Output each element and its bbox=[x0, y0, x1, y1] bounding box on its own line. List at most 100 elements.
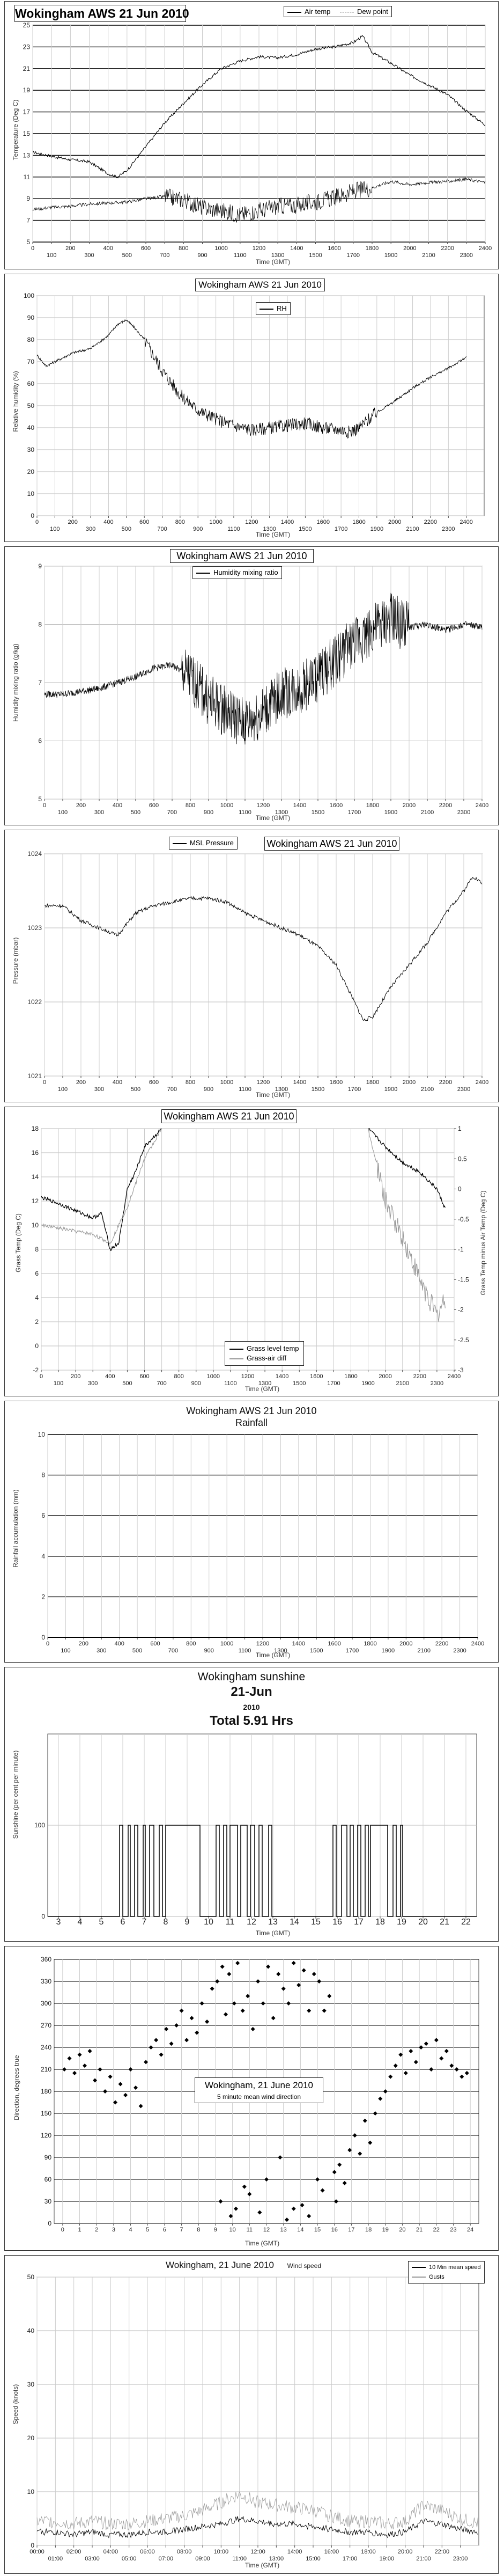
x-tick-label: 1200 bbox=[253, 245, 265, 252]
y-axis-label: Grass Temp (Deg C) bbox=[14, 1213, 22, 1272]
humidity-panel: 0 10 20 30 40 50 60 70 80 90 100 0 100 200 300 400 500 60… bbox=[4, 274, 499, 542]
y2-tick-label: -2 bbox=[458, 1306, 464, 1314]
sunshine-chart: 0 100 3 4 5 6 7 8 9 10 11 12 13 14 15 16 17 18 19 20 21 22 bbox=[34, 1733, 477, 1927]
x-tick-label: 0 bbox=[46, 1641, 49, 1647]
x-tick-label: 700 bbox=[167, 1086, 177, 1093]
y-tick-label: 50 bbox=[27, 402, 35, 409]
x-tick-label: 10 bbox=[229, 2227, 236, 2233]
data-point bbox=[159, 2052, 164, 2057]
x-tick-label: 5 bbox=[146, 2227, 149, 2233]
y-tick-label: 7 bbox=[38, 679, 42, 686]
x-tick-label: 14 bbox=[297, 2227, 303, 2233]
x-tick-label: 0 bbox=[43, 1079, 46, 1086]
y2-tick-label: 0.5 bbox=[458, 1155, 467, 1162]
x-tick-label: 0 bbox=[61, 2227, 64, 2233]
data-point bbox=[286, 2001, 291, 2006]
y-tick-label: 21 bbox=[23, 65, 31, 72]
x-tick-label: 1800 bbox=[366, 1079, 379, 1086]
data-point bbox=[362, 2118, 367, 2123]
x-axis-label: Time (GMT) bbox=[244, 2240, 280, 2247]
x-axis-label: Time (GMT) bbox=[244, 2562, 280, 2569]
x-tick-label: 900 bbox=[191, 1380, 201, 1387]
data-point bbox=[138, 2104, 143, 2109]
y-tick-label: 300 bbox=[41, 2000, 51, 2007]
data-point bbox=[247, 2192, 252, 2197]
y2-tick-label: -1 bbox=[458, 1246, 464, 1253]
x-tick-label: 600 bbox=[139, 1373, 149, 1380]
x-tick-label: 12 bbox=[247, 1918, 256, 1927]
x-tick-label: 8 bbox=[164, 1918, 168, 1927]
data-point bbox=[77, 2052, 82, 2057]
x-tick-label: 14:00 bbox=[287, 2549, 302, 2555]
x-tick-label: 1400 bbox=[276, 1373, 288, 1380]
x-tick-label: 05:00 bbox=[122, 2556, 137, 2562]
x-tick-label: 800 bbox=[175, 519, 185, 525]
legend: RH bbox=[256, 302, 291, 315]
x-tick-label: 500 bbox=[122, 526, 131, 532]
series-line-grass-temp bbox=[368, 1128, 446, 1208]
data-point bbox=[205, 2019, 210, 2024]
x-tick-label: 2200 bbox=[435, 1641, 448, 1647]
y-tick-label: 1021 bbox=[27, 1072, 42, 1080]
x-tick-label: 2400 bbox=[448, 1373, 461, 1380]
chart-total: Total 5.91 Hrs bbox=[210, 1714, 293, 1728]
x-tick-label: 1000 bbox=[220, 802, 233, 809]
x-tick-label: 20 bbox=[399, 2227, 405, 2233]
x-tick-label: 1800 bbox=[352, 519, 365, 525]
chart-subtitle: 5 minute mean wind direction bbox=[217, 2093, 301, 2101]
x-tick-label: 09:00 bbox=[195, 2556, 210, 2562]
x-tick-label: 100 bbox=[50, 526, 60, 532]
y-tick-label: 1022 bbox=[27, 998, 42, 1006]
x-tick-label: 900 bbox=[204, 809, 213, 816]
data-point bbox=[87, 2048, 92, 2053]
data-point bbox=[233, 2206, 238, 2211]
data-point bbox=[257, 2210, 262, 2215]
x-tick-label: 1000 bbox=[209, 519, 222, 525]
x-tick-label: 01:00 bbox=[48, 2556, 63, 2562]
data-point bbox=[223, 2012, 228, 2017]
x-tick-label: 13 bbox=[268, 1918, 278, 1927]
legend-rh: RH bbox=[260, 304, 287, 313]
legend-dew-point: Dew point bbox=[340, 8, 388, 16]
x-tick-label: 300 bbox=[84, 252, 94, 259]
y-tick-label: 25 bbox=[23, 21, 31, 29]
x-tick-label: 800 bbox=[174, 1373, 183, 1380]
data-point bbox=[210, 1986, 214, 1991]
legend: Grass level temp Grass-air diff bbox=[225, 1341, 304, 1366]
x-tick-label: 2 bbox=[95, 2227, 98, 2233]
legend: Air temp Dew point bbox=[284, 6, 392, 17]
x-axis-label: Time (GMT) bbox=[255, 531, 291, 538]
data-point bbox=[67, 2056, 72, 2061]
data-point bbox=[264, 2177, 269, 2182]
x-tick-label: 7 bbox=[180, 2227, 183, 2233]
x-tick-label: 1100 bbox=[224, 1380, 237, 1387]
x-tick-label: 1600 bbox=[330, 802, 343, 809]
data-point bbox=[199, 2001, 204, 2006]
x-tick-label: 300 bbox=[97, 1648, 106, 1654]
legend-grass-air-diff: Grass-air diff bbox=[229, 1353, 299, 1363]
x-tick-label: 2000 bbox=[388, 519, 401, 525]
data-point bbox=[174, 2023, 179, 2028]
y2-tick-label: -2.5 bbox=[458, 1336, 469, 1344]
y-tick-label: 90 bbox=[45, 2154, 52, 2161]
x-tick-label: 2200 bbox=[439, 802, 452, 809]
y-tick-label: 330 bbox=[41, 1978, 51, 1985]
series-line-rh bbox=[36, 319, 467, 439]
y-tick-label: 70 bbox=[27, 358, 35, 365]
data-point bbox=[388, 2074, 393, 2079]
x-tick-label: 5 bbox=[99, 1918, 104, 1927]
x-tick-label: 300 bbox=[94, 1086, 104, 1093]
data-point bbox=[184, 2038, 189, 2043]
chart-title: Wokingham, 21 June 2010 bbox=[166, 2260, 274, 2270]
x-tick-label: 1800 bbox=[366, 802, 379, 809]
grass-temp-panel: -2 0 2 4 6 8 10 12 14 16 18 0 100 200 300 400 500 600 700 8… bbox=[4, 1107, 499, 1396]
x-tick-label: 15 bbox=[311, 1918, 321, 1927]
data-point bbox=[218, 2199, 223, 2204]
y-tick-label: 40 bbox=[27, 2327, 35, 2334]
x-tick-label: 700 bbox=[157, 1380, 166, 1387]
series-line-sunshine bbox=[48, 1825, 477, 1917]
x-tick-label: 16 bbox=[332, 1918, 342, 1927]
x-tick-label: 1900 bbox=[384, 1086, 397, 1093]
data-point bbox=[312, 1972, 316, 1977]
